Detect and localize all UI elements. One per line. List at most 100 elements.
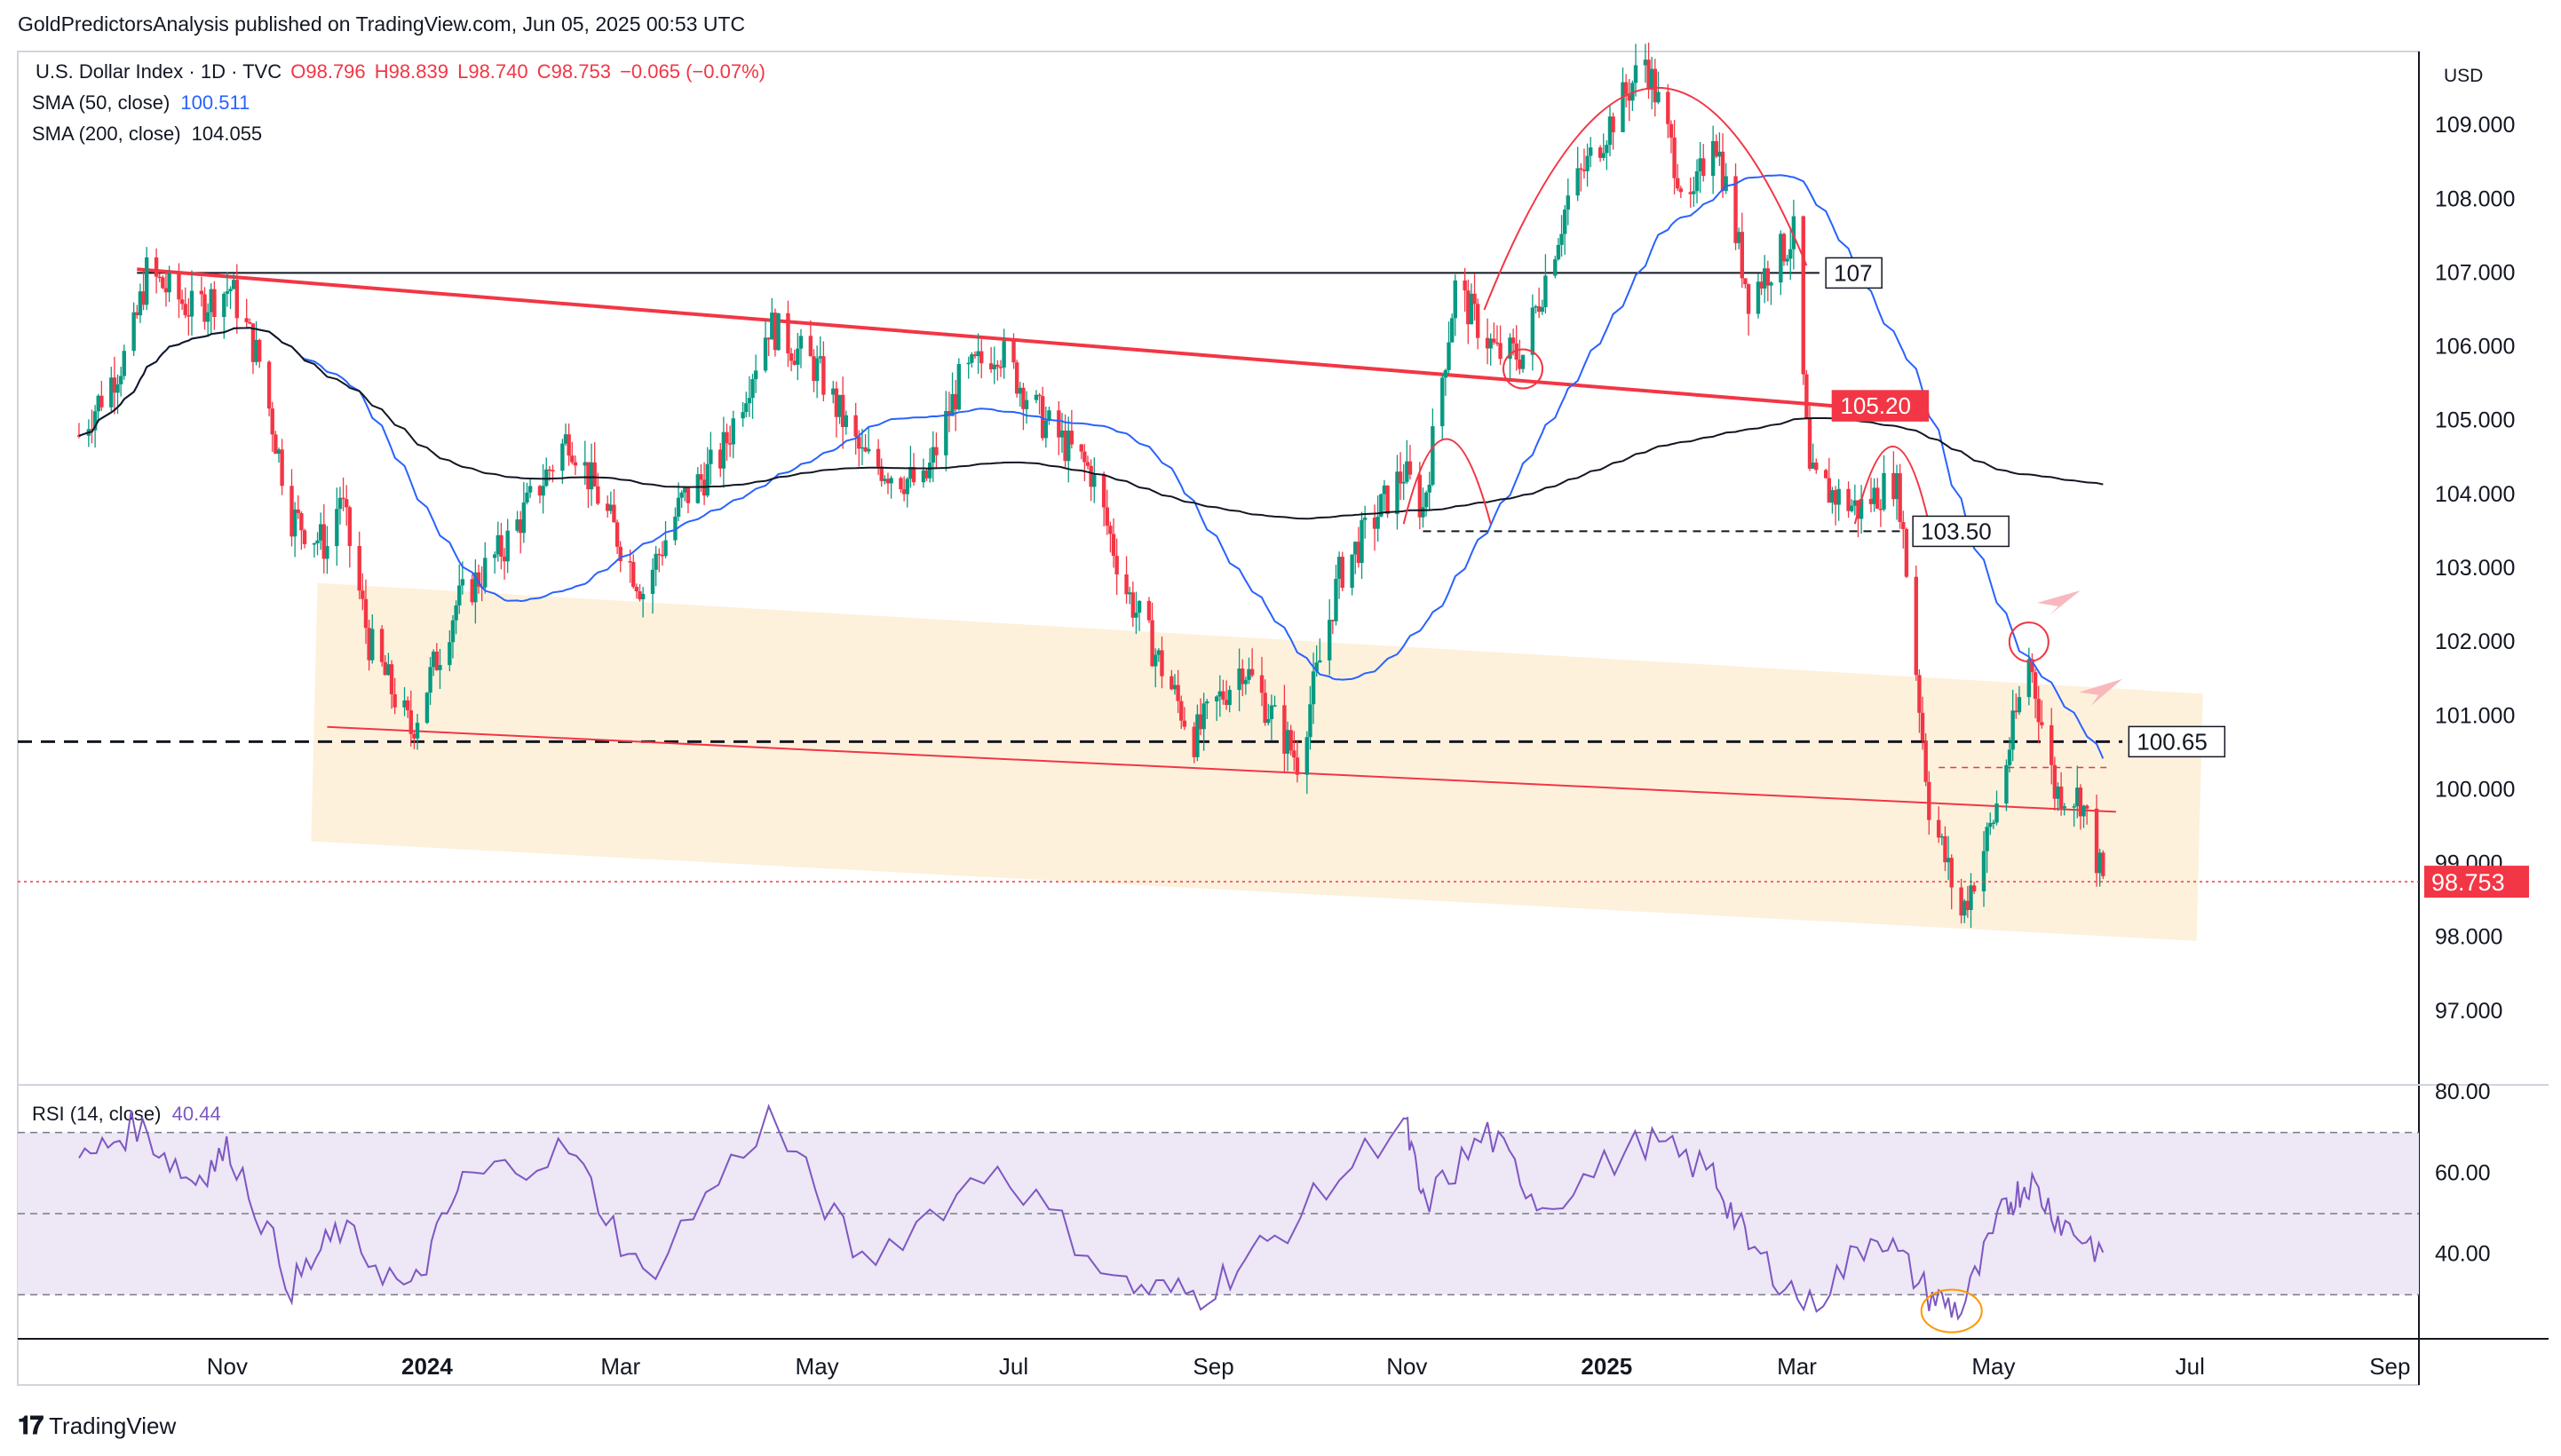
candle-body (1747, 284, 1750, 313)
candle-body (725, 432, 728, 444)
candle-body (1740, 232, 1744, 278)
candle-body (155, 257, 158, 277)
candle-body (448, 642, 451, 665)
candle-body (1424, 493, 1428, 508)
candle-body (461, 579, 464, 585)
candle-body (348, 507, 352, 546)
candle-body (361, 590, 364, 599)
x-tick-label: Mar (1777, 1353, 1817, 1380)
candle-body (967, 363, 971, 365)
candle-body (1385, 486, 1389, 514)
candle-body (899, 478, 902, 489)
candle-body (1743, 278, 1747, 284)
candle-body (499, 535, 503, 557)
candle-body (1498, 343, 1502, 359)
candle-body (1994, 803, 1998, 822)
x-tick-label: Sep (2369, 1353, 2410, 1380)
candle-body (1905, 529, 1908, 577)
candle-body (1002, 341, 1005, 368)
candle-body (1624, 83, 1628, 95)
candle-body (1605, 145, 1608, 153)
candle-body (1557, 245, 1560, 259)
candle-body (1915, 577, 1918, 676)
candle-body (522, 502, 526, 533)
candle-body (131, 313, 135, 351)
candle-body (1985, 827, 1988, 851)
falling-trendline (137, 269, 1832, 406)
candle-body (1669, 124, 1673, 138)
candle-body (560, 444, 564, 471)
candle-body (1672, 138, 1676, 178)
candle-body (180, 299, 184, 304)
candle-body (2072, 806, 2075, 808)
candle-body (2018, 697, 2021, 712)
y-tick-label: 97.000 (2435, 999, 2502, 1024)
candle-body (364, 599, 368, 628)
candle-body (1266, 719, 1270, 723)
candle-body (1308, 704, 1312, 737)
candle-body (167, 273, 170, 292)
candle-body (1312, 671, 1315, 704)
candle-body (222, 294, 226, 317)
candle-body (1154, 655, 1157, 667)
candle-body (1579, 168, 1582, 170)
candle-body (1575, 168, 1579, 195)
candle-body (267, 361, 271, 408)
candle-body (1921, 713, 1924, 740)
x-tick-label: Nov (207, 1353, 248, 1380)
candle-body (1318, 661, 1321, 662)
candle-body (1927, 782, 1931, 820)
candle-body (297, 510, 300, 513)
candle-body (392, 694, 396, 708)
candle-body (686, 487, 690, 502)
candle-body (651, 570, 654, 594)
candle-body (709, 449, 712, 463)
candle-body (551, 470, 554, 471)
candle-body (1782, 233, 1786, 261)
candle-body (1589, 147, 1592, 155)
candle-body (677, 498, 680, 517)
candle-body (1447, 343, 1450, 370)
candle-body (1531, 307, 1534, 354)
candle-body (1511, 337, 1515, 344)
candle-body (1228, 690, 1232, 705)
candle-body (1814, 463, 1818, 470)
candle-body (1695, 171, 1699, 191)
candle-body (457, 585, 461, 605)
candle-body (2008, 749, 2011, 764)
candle-body (570, 455, 574, 462)
pointer-arrow-upper-icon (2037, 590, 2081, 615)
tradingview-brand: TradingView (49, 1412, 176, 1440)
candle-body (416, 723, 419, 739)
candle-body (679, 493, 683, 498)
candle-body (706, 464, 710, 495)
tradingview-footer[interactable]: 𝟏𝟕 TradingView (18, 1412, 176, 1441)
candle-body (258, 340, 261, 362)
candle-body (2085, 805, 2089, 808)
candle-body (1112, 534, 1115, 556)
candle-body (1421, 507, 1424, 517)
candle-body (957, 364, 961, 409)
candle-body (1804, 375, 1808, 418)
candle-body (2010, 710, 2014, 749)
candle-body (2037, 699, 2041, 722)
candle-body (1408, 462, 1412, 475)
annotation-label: 105.20 (1840, 392, 1911, 419)
y-tick-label: 98.000 (2435, 925, 2502, 950)
tradingview-logo-icon: 𝟏𝟕 (18, 1412, 42, 1441)
candle-body (1080, 445, 1083, 452)
candle-body (809, 336, 813, 356)
candle-body (1563, 210, 1566, 233)
candle-body (786, 313, 789, 353)
candle-body (748, 398, 751, 403)
candle-body (1585, 156, 1589, 171)
candle-body (1037, 395, 1041, 397)
candle-body (1450, 318, 1454, 342)
candle-body (1566, 195, 1570, 210)
candle-body (1444, 370, 1447, 377)
candle-body (1602, 153, 1606, 157)
candle-body (663, 541, 667, 557)
candle-body (912, 467, 916, 482)
candle-body (732, 418, 735, 444)
